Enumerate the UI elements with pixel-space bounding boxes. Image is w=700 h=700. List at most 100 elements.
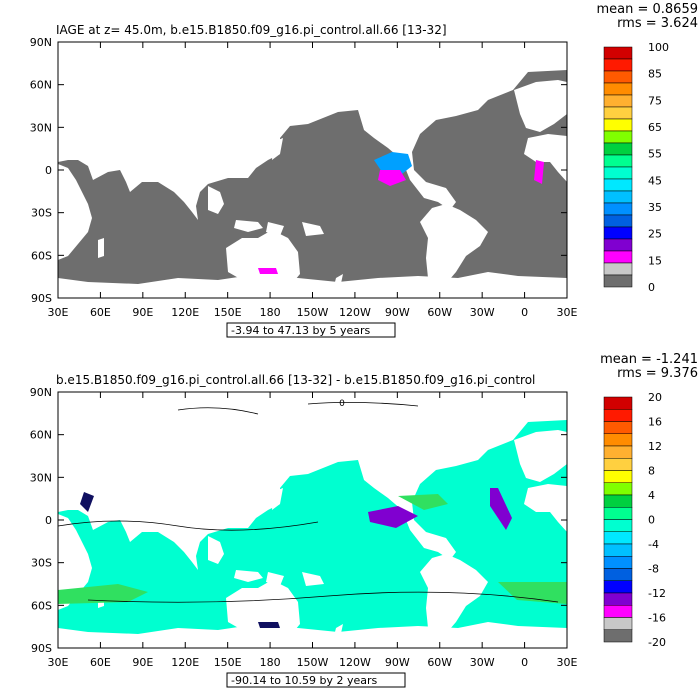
colorbar-segment	[603, 519, 633, 532]
colorbar-segment	[603, 178, 633, 192]
colorbar-segment	[603, 70, 633, 84]
lon-label: 150E	[214, 306, 242, 319]
colorbar-label: 0	[648, 281, 655, 294]
colorbar-segment	[603, 82, 633, 96]
colorbar-segment	[603, 58, 633, 72]
colorbar-label: -16	[648, 612, 666, 625]
colorbar-label: -4	[648, 538, 659, 551]
top-panel: IAGE at z= 45.0m, b.e15.B1850.f09_g16.pi…	[30, 2, 698, 338]
colorbar-label: 75	[648, 94, 662, 107]
lat-label: 90S	[31, 292, 52, 305]
lat-label: 30N	[30, 471, 52, 484]
contour-line	[177, 407, 259, 415]
lon-label: 30E	[557, 656, 578, 669]
anomaly-patch	[368, 506, 418, 528]
range-text: -3.94 to 47.13 by 5 years	[231, 324, 371, 337]
colorbar-segment	[603, 433, 633, 447]
lon-label: 0	[521, 656, 528, 669]
lon-label: 60W	[427, 656, 452, 669]
colorbar-segment	[603, 46, 633, 60]
lon-label: 90E	[132, 656, 153, 669]
colorbar-segment	[603, 166, 633, 180]
colorbar-segment	[603, 274, 633, 288]
colorbar-label: 25	[648, 228, 662, 241]
mean-value: mean = -1.241	[600, 352, 698, 367]
colorbar-label: 0	[648, 514, 655, 527]
lon-label: 180	[260, 306, 281, 319]
colorbar-segment	[603, 130, 633, 144]
range-text: -90.14 to 10.59 by 2 years	[231, 674, 378, 687]
anomaly-patch	[398, 494, 448, 510]
colorbar-segment	[603, 409, 633, 422]
lon-label: 90W	[385, 656, 410, 669]
colorbar-segment	[603, 142, 633, 156]
colorbar-label: 85	[648, 68, 662, 81]
lon-label: 60E	[90, 656, 111, 669]
rms-value: rms = 3.624	[617, 16, 698, 31]
lon-label: 60E	[90, 306, 111, 319]
anomaly-patch	[258, 622, 280, 628]
lat-label: 30S	[31, 207, 52, 220]
lat-label: 0	[45, 164, 52, 177]
colorbar-segment	[603, 190, 633, 204]
colorbar-segment	[603, 118, 633, 132]
panel-title: IAGE at z= 45.0m, b.e15.B1850.f09_g16.pi…	[56, 23, 447, 37]
lon-label: 150W	[297, 306, 329, 319]
lon-label: 120E	[171, 656, 199, 669]
anomaly-patch	[258, 268, 278, 274]
colorbar-label: 12	[648, 440, 662, 453]
anomaly-patch	[58, 584, 148, 604]
colorbar-segment	[603, 421, 633, 434]
colorbar-segment	[603, 202, 633, 216]
lon-label: 30E	[557, 306, 578, 319]
lon-label: 120W	[339, 656, 371, 669]
lon-label: 60W	[427, 306, 452, 319]
lat-label: 90N	[30, 36, 52, 49]
colorbar-segment	[603, 94, 633, 108]
contour-line	[307, 402, 419, 407]
colorbar-label: 15	[648, 254, 662, 267]
anomaly-patch	[490, 488, 512, 530]
colorbar-segment	[603, 482, 633, 496]
lon-label: 30E	[48, 656, 69, 669]
colorbar-segment	[603, 568, 633, 581]
contour-label: 0	[339, 399, 345, 409]
lon-label: 30W	[470, 656, 495, 669]
colorbar-label: -8	[648, 563, 659, 576]
lat-label: 0	[45, 514, 52, 527]
range-frame	[226, 322, 396, 338]
colorbar-segment	[603, 396, 633, 410]
lon-label: 90E	[132, 306, 153, 319]
lon-label: 30W	[470, 306, 495, 319]
lon-label: 150E	[214, 656, 242, 669]
colorbar: 20 16 12 8 4 0 -4 -8 -12 -16 -20	[603, 391, 666, 649]
colorbar: 100 85 75 65 55 45 35 25 15 0	[603, 41, 669, 294]
contour-line	[87, 591, 559, 603]
colorbar-segment	[603, 580, 633, 594]
colorbar-label: 65	[648, 121, 662, 134]
colorbar-segment	[603, 238, 633, 252]
anomaly-patch	[374, 152, 412, 174]
colorbar-segment	[603, 531, 633, 545]
colorbar-label: -12	[648, 587, 666, 600]
anomaly-patch	[534, 160, 544, 184]
range-frame	[226, 672, 406, 688]
bottom-panel: b.e15.B1850.f09_g16.pi_control.all.66 [1…	[30, 352, 698, 688]
colorbar-segment	[603, 106, 633, 120]
lat-label: 90N	[30, 386, 52, 399]
colorbar-segment	[603, 617, 633, 630]
anomaly-patch	[498, 582, 567, 604]
panel-title: b.e15.B1850.f09_g16.pi_control.all.66 [1…	[56, 373, 535, 387]
colorbar-segment	[603, 470, 633, 483]
colorbar-label: 100	[648, 41, 669, 54]
rms-value: rms = 9.376	[617, 366, 698, 381]
lat-label: 60S	[31, 599, 52, 612]
colorbar-label: 4	[648, 489, 655, 502]
colorbar-label: -20	[648, 636, 666, 649]
lon-label: 90W	[385, 306, 410, 319]
colorbar-segment	[603, 605, 633, 618]
map-area	[58, 42, 567, 298]
lat-label: 30N	[30, 121, 52, 134]
lon-label: 120W	[339, 306, 371, 319]
